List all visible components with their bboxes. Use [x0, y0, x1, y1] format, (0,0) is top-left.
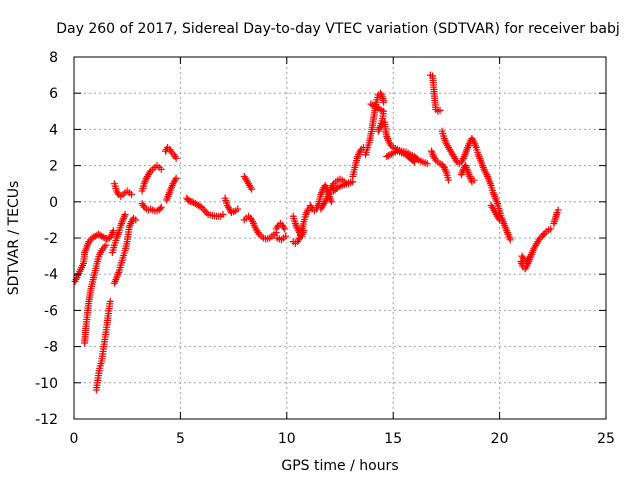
data-point [436, 106, 444, 114]
data-point [280, 223, 288, 231]
data-point [303, 209, 311, 217]
data-point [234, 205, 242, 213]
data-point [307, 203, 315, 211]
data-point [171, 153, 179, 161]
data-point [380, 98, 388, 106]
data-points [71, 71, 562, 394]
data-point [201, 207, 209, 215]
data-point [99, 233, 107, 241]
data-point [273, 223, 281, 231]
data-point [376, 124, 384, 132]
data-point [524, 254, 532, 262]
data-point [121, 210, 129, 218]
y-tick-label: -10 [35, 376, 58, 392]
data-point [113, 232, 121, 240]
data-point [219, 210, 227, 218]
data-point [539, 231, 547, 239]
data-point [470, 176, 478, 184]
y-tick-label: -4 [44, 267, 58, 283]
data-point [367, 100, 375, 108]
y-axis-label: SDTVAR / TECUs [6, 181, 22, 296]
data-point [156, 205, 164, 213]
x-tick-label: 5 [176, 431, 185, 447]
data-point [282, 232, 290, 240]
y-tick-label: 2 [49, 159, 58, 175]
data-point [132, 216, 140, 224]
axis-ticks: 0 5 10 15 20 25 -12 -10 -8 -6 -4 -2 0 2 4 6 8 [35, 50, 615, 447]
data-point [102, 241, 110, 249]
x-tick-label: 15 [384, 431, 402, 447]
data-point [409, 157, 417, 165]
chart-title: Day 260 of 2017, Sidereal Day-to-day VTE… [56, 21, 619, 37]
data-point [554, 206, 562, 214]
data-point [388, 150, 396, 158]
x-axis-label: GPS time / hours [281, 458, 398, 474]
data-point [506, 236, 514, 244]
data-point [410, 158, 418, 166]
data-point [127, 191, 135, 199]
grid [74, 57, 606, 419]
data-point [375, 125, 383, 133]
data-point [496, 216, 504, 224]
y-tick-label: -2 [44, 231, 58, 247]
y-tick-label: 8 [49, 50, 58, 66]
y-tick-label: 0 [49, 195, 58, 211]
data-point [332, 185, 340, 193]
data-point [281, 225, 289, 233]
data-point [91, 232, 99, 240]
data-point [157, 203, 165, 211]
x-tick-label: 10 [278, 431, 296, 447]
data-point [547, 225, 555, 233]
data-point [172, 154, 180, 162]
data-point [114, 230, 122, 238]
x-tick-label: 0 [70, 431, 79, 447]
data-point [327, 198, 335, 206]
y-tick-label: -6 [44, 303, 58, 319]
data-point [347, 178, 355, 186]
y-tick-label: -12 [35, 412, 58, 428]
data-point [109, 227, 117, 235]
data-point [167, 147, 175, 155]
data-point [157, 165, 165, 173]
y-tick-label: 4 [49, 122, 58, 138]
data-point [300, 227, 308, 235]
data-point [139, 201, 147, 209]
data-point [106, 297, 114, 305]
y-tick-label: -8 [44, 340, 58, 356]
data-point [172, 174, 180, 182]
data-point [445, 176, 453, 184]
x-tick-label: 25 [597, 431, 615, 447]
x-tick-label: 20 [491, 431, 509, 447]
data-point [423, 160, 431, 168]
data-point [248, 185, 256, 193]
y-tick-label: 6 [49, 86, 58, 102]
data-point [114, 189, 122, 197]
